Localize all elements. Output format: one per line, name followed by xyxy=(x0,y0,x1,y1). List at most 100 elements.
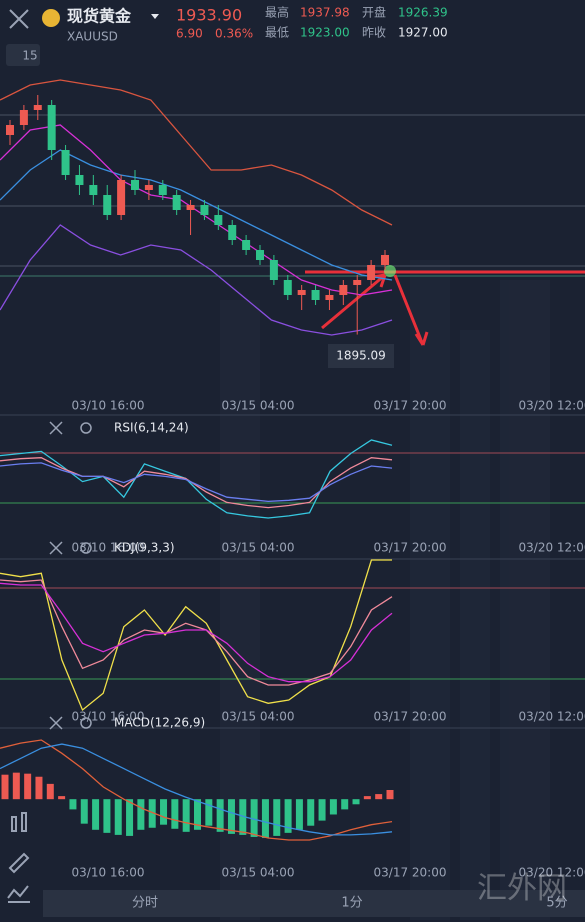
macd-bar xyxy=(352,799,360,805)
candle-body xyxy=(75,175,84,185)
period-tab[interactable]: 分时 xyxy=(132,896,158,911)
price: 1933.90 xyxy=(176,6,242,25)
macd-bar xyxy=(80,799,88,824)
time-label: 03/10 16:00 xyxy=(72,866,145,880)
candle-body xyxy=(228,225,237,240)
macd-bar xyxy=(24,773,32,800)
macd-bar xyxy=(341,799,349,810)
macd-bar xyxy=(160,799,168,825)
close-panel[interactable] xyxy=(49,541,63,555)
candle-body xyxy=(33,105,42,110)
macd-bar xyxy=(126,799,134,836)
open: 1926.39 xyxy=(398,6,448,20)
candle-body xyxy=(61,150,70,175)
candle-body xyxy=(325,295,334,300)
candle-body xyxy=(144,185,153,190)
candle-body xyxy=(200,205,209,215)
indicator-line xyxy=(0,79,393,226)
macd-bar xyxy=(307,799,315,826)
macd-bar xyxy=(227,799,235,834)
candle-body xyxy=(214,215,223,225)
macd-bar xyxy=(137,799,145,830)
macd-bar xyxy=(182,799,190,832)
annotation-arrows xyxy=(321,273,429,346)
panel-title: RSI(6,14,24) xyxy=(114,421,189,435)
candle-body xyxy=(381,255,389,265)
macd-bar xyxy=(295,799,303,830)
macd-bar xyxy=(46,783,54,800)
macd-bar xyxy=(284,799,292,833)
panel-title: MACD(12,26,9) xyxy=(114,716,205,730)
close-button[interactable] xyxy=(9,9,29,29)
annotation-box xyxy=(328,344,394,368)
period-text: 15 xyxy=(22,49,37,63)
period-tab[interactable]: 1分 xyxy=(341,896,362,911)
macd-bar xyxy=(250,799,258,837)
indicator-line xyxy=(0,462,393,503)
panel-title: KDJ(9,3,3) xyxy=(114,541,175,555)
candle-body xyxy=(242,240,251,250)
time-label: 03/17 20:00 xyxy=(374,399,447,413)
candle-body xyxy=(256,250,264,260)
close-panel[interactable] xyxy=(49,421,63,435)
macd-bar xyxy=(58,796,66,800)
period-badge[interactable] xyxy=(6,44,40,66)
macd-bar xyxy=(194,799,201,830)
close-panel[interactable] xyxy=(49,716,63,730)
low-label: 最低 xyxy=(265,26,289,40)
macd-bar xyxy=(386,790,394,800)
time-label: 03/15 04:00 xyxy=(222,399,295,413)
time-label: 03/17 20:00 xyxy=(374,541,447,555)
change: 6.90 xyxy=(176,27,203,41)
time-label: 03/15 04:00 xyxy=(222,866,295,880)
time-label: 03/20 12:00 xyxy=(519,541,585,555)
background-buildings xyxy=(220,260,550,920)
candle-body xyxy=(297,290,306,295)
candle-body xyxy=(311,290,320,300)
macd-bar xyxy=(261,799,269,838)
candle-body xyxy=(158,185,167,195)
macd-bar xyxy=(12,772,20,800)
sidebar-tools[interactable] xyxy=(7,812,30,903)
period-tab[interactable]: 5分 xyxy=(546,896,567,911)
settings-panel[interactable] xyxy=(80,542,92,554)
macd-bar xyxy=(375,794,383,800)
macd-bar xyxy=(35,776,43,800)
tab-bar xyxy=(43,890,585,917)
instrument-name[interactable]: 现货黄金 xyxy=(67,7,132,26)
settings-panel[interactable] xyxy=(80,422,92,434)
candle-body xyxy=(117,180,126,215)
watermark: 汇外网 xyxy=(477,871,567,906)
settings-panel[interactable] xyxy=(80,717,92,729)
candle-body xyxy=(283,280,292,295)
current-point xyxy=(384,265,396,277)
candle-body xyxy=(269,260,278,280)
candle-body xyxy=(367,265,376,280)
symbol: XAUUSD xyxy=(67,30,118,44)
macd-bar xyxy=(92,799,100,830)
candle-body xyxy=(339,285,348,295)
low-annotation: 1895.09 xyxy=(336,349,386,363)
macd-bar xyxy=(205,799,213,826)
time-label: 03/15 04:00 xyxy=(222,710,295,724)
candle-body xyxy=(6,125,14,135)
high: 1937.98 xyxy=(300,6,350,20)
prev-label: 昨收 xyxy=(362,26,386,40)
macd-bar xyxy=(171,799,179,829)
indicator-line xyxy=(0,739,393,841)
time-label: 03/10 16:00 xyxy=(72,399,145,413)
low: 1923.00 xyxy=(300,26,350,40)
dropdown-arrow[interactable] xyxy=(151,14,159,19)
macd-bar xyxy=(216,799,224,832)
indicator-line xyxy=(0,224,393,336)
indicator-line xyxy=(0,439,393,519)
time-label: 03/17 20:00 xyxy=(374,710,447,724)
time-label: 03/17 20:00 xyxy=(374,866,447,880)
macd-bar xyxy=(1,774,9,800)
candle-body xyxy=(19,110,28,125)
candle-body xyxy=(186,205,195,210)
macd-bar xyxy=(318,799,326,821)
candle-body xyxy=(131,180,139,190)
